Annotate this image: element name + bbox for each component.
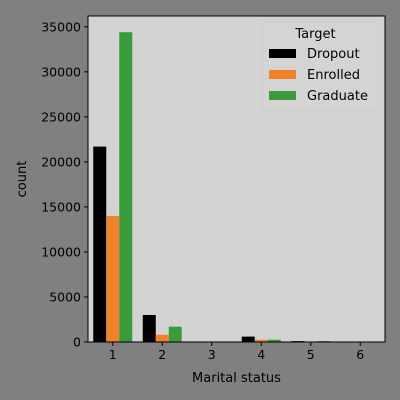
axes-group: 0 5000 10000 15000 20000 25000 30000 35000 1 2 3 4 5… [41,15,386,362]
legend-box [262,21,379,111]
x-tick-label-5: 5 [307,347,315,362]
y-tick-label-20000: 20000 [41,154,81,169]
legend-label-graduate: Graduate [307,89,368,104]
bar-graduate-2 [168,326,182,342]
y-tick-label-10000: 10000 [41,244,81,259]
legend-label-enrolled: Enrolled [307,68,360,83]
legend-swatch-enrolled [269,70,296,79]
legend: Target Dropout Enrolled Graduate [262,21,379,111]
x-tick-label-1: 1 [109,347,117,362]
plot-frame [87,15,386,343]
legend-swatch-graduate [269,91,296,100]
bar-enrolled-2 [155,334,169,342]
bars-group [93,32,331,342]
legend-label-dropout: Dropout [307,47,360,62]
bar-dropout-4 [241,336,255,342]
y-tick-label-30000: 30000 [41,64,81,79]
y-tick-label-35000: 35000 [41,19,81,34]
y-axis-label: count [15,161,30,198]
bar-dropout-2 [142,314,156,342]
y-tick-label-25000: 25000 [41,109,81,124]
bar-graduate-4 [267,339,281,342]
bar-dropout-1 [93,146,107,342]
y-tick-label-5000: 5000 [49,289,81,304]
legend-swatch-dropout [269,49,296,58]
y-tick-label-15000: 15000 [41,199,81,214]
legend-title: Target [294,27,335,42]
x-tick-label-2: 2 [158,347,166,362]
y-tick-label-0: 0 [73,335,81,350]
x-tick-label-4: 4 [257,347,265,362]
x-tick-label-3: 3 [208,347,216,362]
x-tick-label-6: 6 [356,347,364,362]
x-axis-label: Marital status [192,371,281,386]
bar-enrolled-1 [106,215,120,342]
bar-enrolled-4 [254,339,268,342]
bar-graduate-1 [119,32,133,342]
